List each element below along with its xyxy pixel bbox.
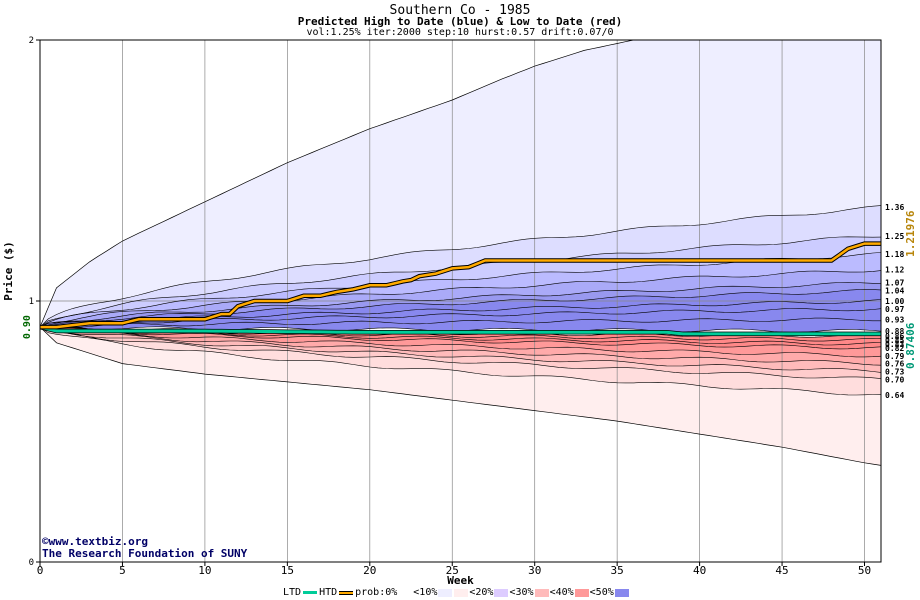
legend-swatch-0 [398, 588, 413, 597]
high-band-label-1: 1.25 [885, 232, 904, 241]
low-band-4 [40, 327, 881, 366]
low-band-line-8 [39, 326, 882, 396]
low-band-label-7: 0.70 [885, 375, 904, 384]
axes [36, 39, 882, 566]
high-band-label-6: 1.00 [885, 297, 904, 306]
htd-end-label: 1.21976 [904, 210, 917, 257]
legend: LTD HTD prob:0% <10% <20% <30% <40% <50% [283, 587, 630, 598]
legend-prob-20: <20% [469, 587, 494, 598]
x-tick-label-20: 20 [363, 564, 376, 577]
low-band-label-3: 0.82 [885, 344, 904, 353]
legend-prob-50: <50% [589, 587, 614, 598]
high-band-4 [40, 270, 881, 328]
high-band-label-4: 1.07 [885, 279, 904, 288]
htd-line [40, 242, 881, 329]
legend-swatch-20 [494, 588, 509, 597]
high-band-8 [40, 308, 881, 328]
high-band-label-5: 1.04 [885, 287, 904, 296]
legend-swatch-40 [574, 588, 589, 597]
low-band-3 [40, 327, 881, 357]
high-band-line-8 [40, 317, 881, 328]
low-band-5 [40, 327, 881, 373]
x-tick-label-30: 30 [528, 564, 541, 577]
low-band-6 [40, 327, 881, 379]
low-band-line-7 [39, 326, 882, 379]
high-band-9 [40, 318, 881, 333]
x-tick-label-35: 35 [611, 564, 624, 577]
y-axis-label: Price ($) [2, 241, 15, 301]
low-band-label-1: 0.85 [885, 336, 904, 345]
high-band-7 [40, 299, 881, 328]
high-band-line-5 [39, 289, 882, 328]
high-band-line-4 [39, 282, 882, 328]
legend-htd-line [339, 590, 354, 595]
legend-swatch-50 [614, 588, 629, 597]
x-axis-label: Week [447, 574, 474, 587]
legend-ltd-label: LTD [283, 587, 302, 598]
high-band-6 [40, 289, 881, 328]
x-tick-label-45: 45 [775, 564, 788, 577]
chart-title: Southern Co - 1985 [389, 3, 531, 18]
x-tick-label-40: 40 [693, 564, 706, 577]
legend-prob-10: <10% [413, 587, 438, 598]
ltd-line [39, 325, 881, 336]
start-value-label: 0.90 [22, 315, 33, 339]
x-tick-label-25: 25 [446, 564, 459, 577]
x-tick-label-0: 0 [37, 564, 44, 577]
x-tick-label-50: 50 [858, 564, 871, 577]
chart-params: vol:1.25% iter:2000 step:10 hurst:0.57 d… [306, 27, 614, 38]
legend-prob-30: <30% [509, 587, 534, 598]
legend-swatch-30 [534, 588, 549, 597]
legend-swatch-10a [438, 588, 453, 597]
low-band-label-5: 0.76 [885, 360, 904, 369]
high-band-line-0 [39, 205, 882, 328]
axis-labels: 1.36 1.25 1.18 1.12 1.071.041.000.970.93 0.88… [2, 36, 917, 587]
high-band-label-8: 0.93 [885, 315, 904, 324]
low-band-label-6: 0.73 [885, 367, 904, 376]
chart-subtitle: Predicted High to Date (blue) & Low to D… [297, 15, 623, 28]
high-band-label-3: 1.12 [885, 266, 904, 275]
low-band-line-5 [39, 326, 882, 366]
high-band-3 [40, 252, 881, 328]
ltd-end-label: 0.87406 [904, 322, 917, 369]
x-tick-label-10: 10 [198, 564, 211, 577]
high-band-label-9: 0.88 [885, 327, 904, 336]
legend-prob-0: prob:0% [355, 587, 398, 598]
low-band-8 [40, 327, 881, 466]
low-band-line-4 [39, 326, 882, 358]
high-band-label-0: 1.36 [885, 203, 904, 212]
x-tick-label-5: 5 [119, 564, 126, 577]
low-band-line-3 [39, 326, 882, 350]
high-band-label-7: 0.97 [885, 305, 904, 314]
y-tick-label-1: 1 [29, 297, 34, 307]
low-band-0 [40, 326, 881, 342]
outer-low-line [39, 326, 882, 466]
legend-prob-40: <40% [549, 587, 574, 598]
probability-bands [40, 40, 881, 466]
y-tick-label-0: 0 [29, 558, 34, 568]
legend-swatch-10b [454, 588, 469, 597]
low-band-label-0: 0.86 [885, 332, 904, 341]
high-band-5 [40, 282, 881, 328]
low-band-7 [40, 327, 881, 395]
y-tick-label-2: 2 [29, 36, 34, 46]
series-lines [39, 241, 881, 337]
x-tick-label-15: 15 [281, 564, 294, 577]
legend-htd-label: HTD [319, 587, 338, 598]
low-band-line-6 [39, 326, 882, 373]
copyright-owner: The Research Foundation of SUNY [42, 547, 248, 560]
copyright-url: ©www.textbiz.org [42, 535, 148, 548]
low-band-label-2: 0.83 [885, 340, 904, 349]
legend-ltd-line [303, 591, 318, 594]
low-band-label-8: 0.64 [885, 391, 904, 400]
high-band-label-2: 1.18 [885, 250, 904, 259]
high-band-0 [40, 40, 881, 328]
low-band-label-4: 0.79 [885, 352, 904, 361]
high-band-line-3 [39, 270, 882, 328]
